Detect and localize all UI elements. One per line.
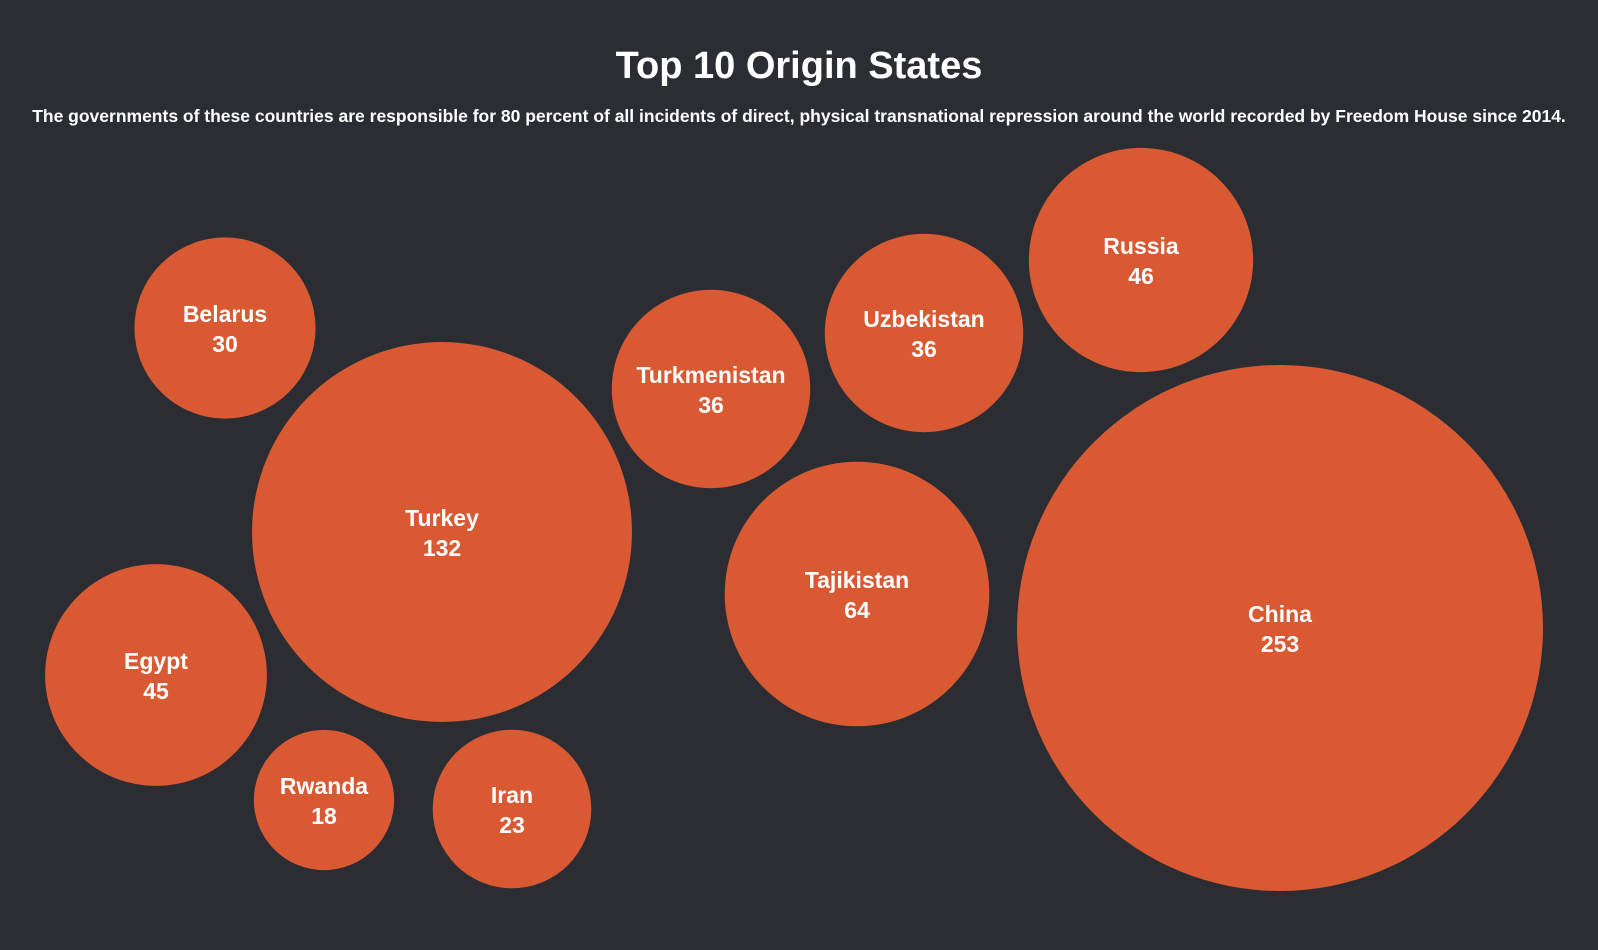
bubble-belarus: Belarus 30 (134, 237, 316, 419)
bubble-circle-china (1017, 365, 1543, 891)
bubble-label-egypt: Egypt (124, 648, 188, 674)
bubble-rwanda: Rwanda 18 (253, 729, 395, 871)
bubble-value-china: 253 (1261, 631, 1299, 657)
bubble-value-uzbekistan: 36 (911, 336, 937, 362)
bubble-value-iran: 23 (499, 812, 525, 838)
bubble-label-iran: Iran (491, 782, 533, 808)
bubble-circle-belarus (134, 237, 316, 419)
bubble-label-russia: Russia (1103, 233, 1179, 259)
bubble-circle-turkmenistan (611, 289, 811, 489)
bubble-circle-iran (432, 729, 592, 889)
bubble-value-turkey: 132 (423, 535, 461, 561)
bubble-value-turkmenistan: 36 (698, 392, 724, 418)
bubble-circle-egypt (45, 564, 267, 786)
bubble-label-turkey: Turkey (405, 505, 479, 531)
bubble-circle-uzbekistan (824, 233, 1024, 433)
bubble-label-china: China (1248, 601, 1312, 627)
bubble-turkey: Turkey 132 (252, 342, 632, 722)
bubble-value-rwanda: 18 (311, 803, 337, 829)
bubble-turkmenistan: Turkmenistan 36 (611, 289, 811, 489)
bubble-value-russia: 46 (1128, 263, 1154, 289)
bubble-value-egypt: 45 (143, 678, 169, 704)
bubble-circle-russia (1028, 147, 1254, 373)
bubble-uzbekistan: Uzbekistan 36 (824, 233, 1024, 433)
bubble-egypt: Egypt 45 (45, 564, 267, 786)
bubble-circle-rwanda (253, 729, 395, 871)
chart-subtitle: The governments of these countries are r… (32, 106, 1566, 126)
bubble-value-tajikistan: 64 (844, 597, 870, 623)
bubble-china: China 253 (1017, 365, 1543, 891)
bubble-label-tajikistan: Tajikistan (805, 567, 909, 593)
bubble-label-uzbekistan: Uzbekistan (863, 306, 984, 332)
chart-title: Top 10 Origin States (615, 45, 983, 87)
bubble-iran: Iran 23 (432, 729, 592, 889)
bubble-russia: Russia 46 (1028, 147, 1254, 373)
bubble-label-turkmenistan: Turkmenistan (636, 362, 785, 388)
bubble-circle-turkey (252, 342, 632, 722)
bubble-circle-tajikistan (724, 461, 990, 727)
bubble-tajikistan: Tajikistan 64 (724, 461, 990, 727)
bubble-label-rwanda: Rwanda (280, 773, 368, 799)
bubble-value-belarus: 30 (212, 331, 238, 357)
bubble-label-belarus: Belarus (183, 301, 267, 327)
